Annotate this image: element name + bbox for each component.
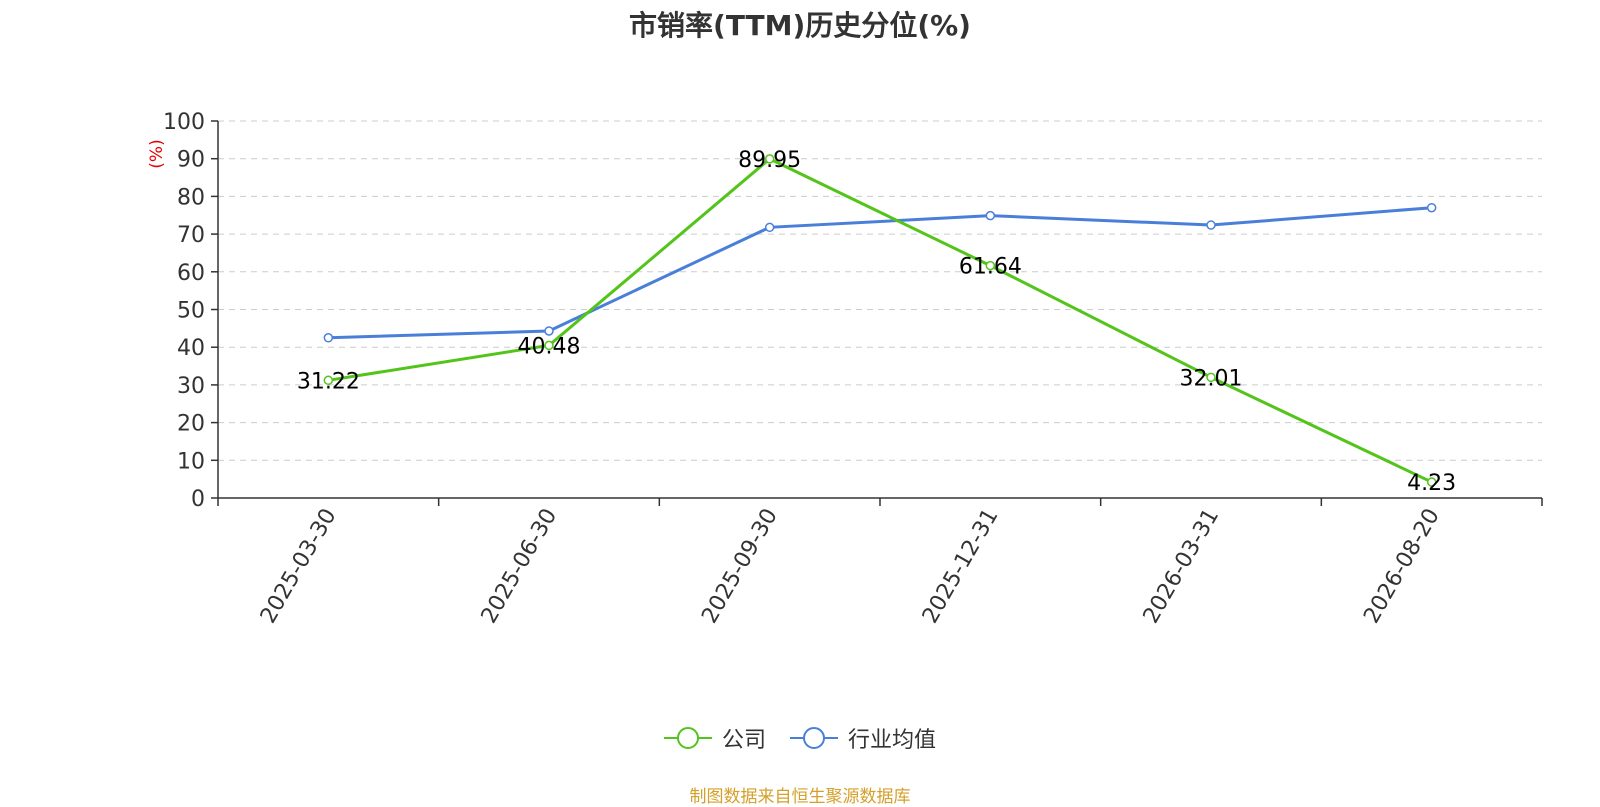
data-label: 61.64 bbox=[959, 255, 1022, 280]
y-tick-label: 40 bbox=[177, 336, 205, 361]
data-point bbox=[1426, 202, 1437, 213]
data-point bbox=[544, 340, 554, 351]
series-line-0 bbox=[328, 157, 1433, 484]
legend: 公司 行业均值 bbox=[0, 722, 1600, 754]
data-point bbox=[764, 154, 775, 164]
y-tick-label: 60 bbox=[177, 261, 205, 286]
y-tick-label: 20 bbox=[177, 412, 205, 437]
data-point bbox=[764, 222, 775, 233]
data-labels: 31.22 40.48 89.95 61.64 32.01 4.23 bbox=[297, 148, 1456, 496]
data-point bbox=[1426, 477, 1437, 487]
chart-title: 市销率(TTM)历史分位(%) bbox=[629, 9, 971, 42]
y-tick-label: 70 bbox=[177, 223, 205, 248]
legend-item-company[interactable]: 公司 bbox=[663, 722, 766, 754]
data-label: 89.95 bbox=[738, 148, 801, 173]
y-axis: 0 10 20 30 40 50 60 70 80 90 100 (%) bbox=[147, 110, 219, 512]
y-tick-label: 80 bbox=[177, 185, 205, 210]
y-axis-label: (%) bbox=[147, 139, 167, 168]
legend-item-industry[interactable]: 行业均值 bbox=[790, 722, 936, 754]
x-tick-label: 2026-08-20 bbox=[1359, 505, 1445, 628]
data-point bbox=[985, 260, 996, 271]
data-point bbox=[985, 210, 996, 221]
source-footer: 制图数据来自恒生聚源数据库 bbox=[689, 787, 911, 807]
legend-swatch-industry bbox=[790, 727, 838, 749]
x-tick-label: 2026-03-31 bbox=[1139, 505, 1225, 628]
data-point bbox=[323, 375, 334, 386]
series-lines bbox=[323, 154, 1437, 487]
x-tick-label: 2025-03-30 bbox=[256, 505, 342, 628]
data-label: 40.48 bbox=[518, 334, 581, 359]
y-tick-label: 30 bbox=[177, 374, 205, 399]
data-point bbox=[323, 333, 334, 343]
data-point bbox=[1206, 220, 1216, 230]
y-tick-label: 10 bbox=[177, 449, 205, 474]
data-label: 31.22 bbox=[297, 369, 360, 394]
x-tick-label: 2025-06-30 bbox=[477, 505, 563, 628]
x-tick-label: 2025-12-31 bbox=[918, 504, 1004, 627]
legend-label-industry: 行业均值 bbox=[848, 728, 937, 753]
grid-lines bbox=[218, 120, 1542, 461]
legend-swatch-company bbox=[663, 727, 712, 749]
data-label: 32.01 bbox=[1180, 366, 1243, 391]
y-tick-label: 0 bbox=[191, 487, 205, 512]
x-axis: 2025-03-30 2025-06-30 2025-09-30 2025-12-31… bbox=[217, 497, 1543, 628]
data-label: 4.23 bbox=[1407, 471, 1456, 496]
series-line-1 bbox=[328, 206, 1432, 340]
data-point bbox=[1206, 372, 1216, 383]
legend-label-company: 公司 bbox=[721, 728, 766, 753]
y-tick-label: 50 bbox=[177, 299, 205, 324]
data-point bbox=[544, 326, 554, 336]
y-tick-label: 90 bbox=[177, 148, 205, 173]
y-tick-label: 100 bbox=[163, 110, 205, 135]
x-tick-label: 2025-09-30 bbox=[697, 505, 783, 628]
